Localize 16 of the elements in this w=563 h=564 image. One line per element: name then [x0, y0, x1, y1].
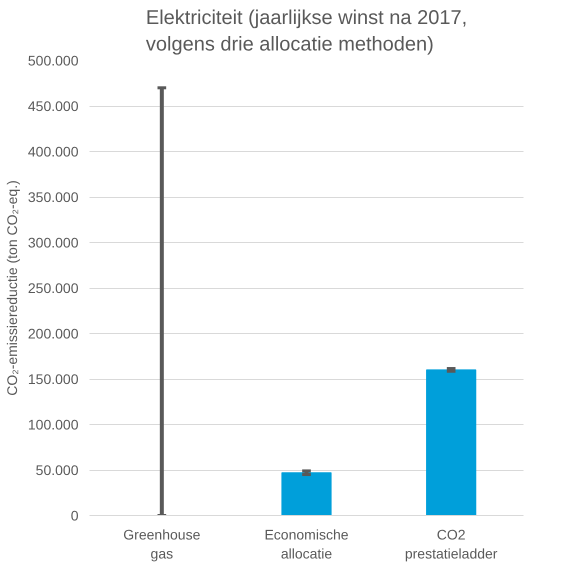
y-tick-label: 100.000 — [28, 416, 79, 432]
y-tick-label: 250.000 — [28, 280, 79, 296]
y-tick-label: 350.000 — [28, 189, 79, 205]
y-tick-label: 200.000 — [28, 326, 79, 342]
y-tick-label: 500.000 — [28, 52, 79, 68]
x-tick-label: CO2 prestatieladder — [404, 526, 498, 562]
y-tick-label: 300.000 — [28, 234, 79, 250]
chart-title: Elektriciteit (jaarlijkse winst na 2017, volgens drie allocatie methoden) — [146, 7, 468, 56]
y-axis-title: CO₂-emissiereductie (ton CO₂-eq.) — [4, 180, 20, 396]
y-tick-label: 400.000 — [28, 144, 79, 160]
y-tick-label: 150.000 — [28, 371, 79, 387]
y-tick-label: 50.000 — [36, 462, 79, 478]
x-tick-label: Greenhouse gas — [123, 526, 201, 562]
y-tick-label: 450.000 — [28, 98, 79, 114]
x-tick-label: Economische allocatie — [264, 526, 349, 562]
y-tick-label: 0 — [70, 508, 79, 524]
